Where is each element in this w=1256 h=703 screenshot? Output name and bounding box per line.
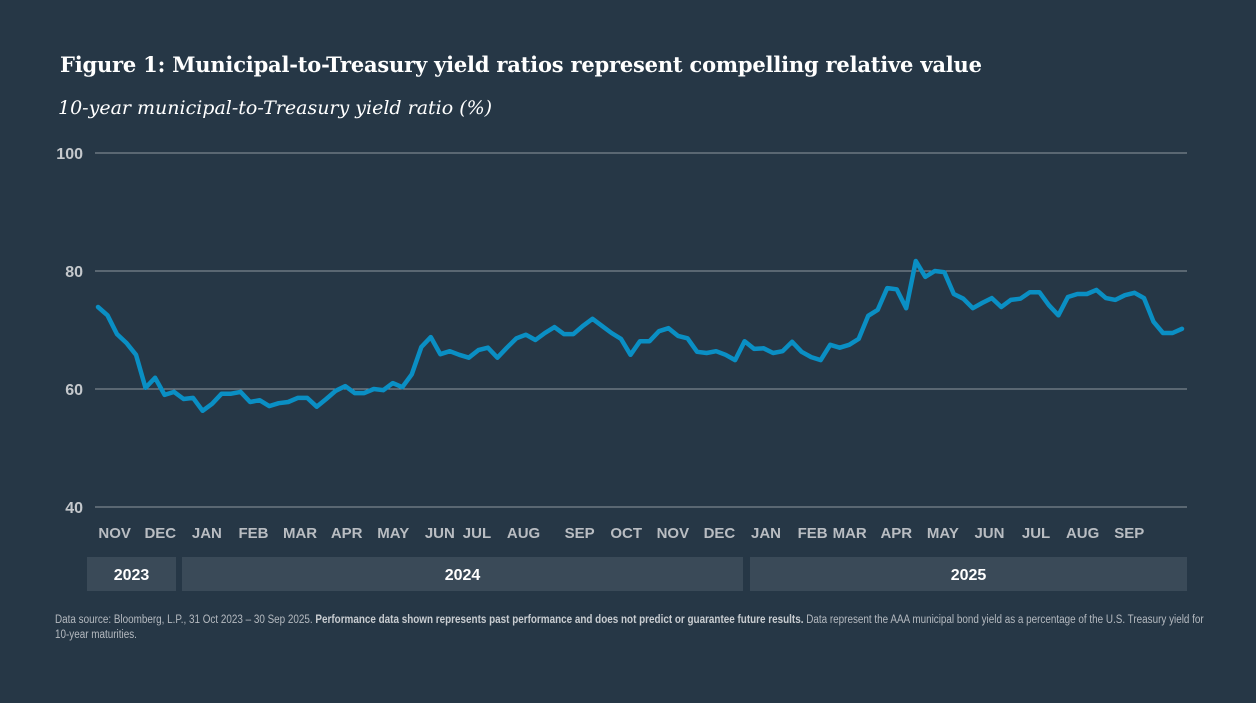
x-tick-label: NOV — [98, 525, 131, 542]
x-tick-label: APR — [880, 525, 912, 542]
year-label: 2023 — [114, 567, 150, 584]
x-tick-label: FEB — [238, 525, 268, 542]
footnote-disclaimer: Performance data shown represents past p… — [315, 614, 804, 626]
x-tick-label: JUN — [425, 525, 455, 542]
x-tick-label: NOV — [657, 525, 690, 542]
x-tick-label: SEP — [1114, 525, 1144, 542]
x-tick-label: JUN — [974, 525, 1004, 542]
x-tick-label: JAN — [751, 525, 781, 542]
y-tick-label: 100 — [56, 146, 83, 163]
series-group — [95, 258, 1185, 414]
gridlines — [95, 152, 1187, 508]
chart-subtitle: 10-year municipal-to-Treasury yield rati… — [58, 97, 493, 119]
x-axis-year-bands: 2023 2024 2025 — [87, 557, 1187, 591]
footnote: Data source: Bloomberg, L.P., 31 Oct 202… — [55, 613, 1207, 643]
y-axis-ticks: 40 60 80 100 — [56, 146, 83, 517]
x-tick-label: MAY — [927, 525, 959, 542]
x-tick-label: OCT — [610, 525, 642, 542]
year-band-2023 — [87, 557, 176, 591]
x-tick-label: DEC — [144, 525, 176, 542]
year-band-2025 — [750, 557, 1187, 591]
footnote-source: Data source: Bloomberg, L.P., 31 Oct 202… — [55, 614, 313, 626]
year-label: 2025 — [951, 567, 987, 584]
x-tick-label: SEP — [565, 525, 595, 542]
year-band-2024 — [182, 557, 743, 591]
x-tick-label: JUL — [463, 525, 491, 542]
x-tick-label: MAR — [283, 525, 317, 542]
x-tick-label: APR — [331, 525, 363, 542]
x-tick-label: AUG — [507, 525, 540, 542]
footnote-description: Data represent the AAA municipal bond yi… — [55, 614, 1204, 641]
series-line — [95, 258, 1185, 414]
x-tick-label: DEC — [704, 525, 736, 542]
x-axis-month-labels: NOV DEC JAN FEB MAR APR MAY JUN JUL AUG SEP OCT NOV D… — [98, 525, 1144, 542]
x-tick-label: MAY — [377, 525, 409, 542]
x-tick-label: JAN — [192, 525, 222, 542]
year-label: 2024 — [445, 567, 481, 584]
x-tick-label: MAR — [833, 525, 867, 542]
x-tick-label: JUL — [1022, 525, 1050, 542]
y-tick-label: 60 — [65, 382, 83, 399]
x-tick-label: FEB — [798, 525, 828, 542]
y-tick-label: 80 — [65, 264, 83, 281]
x-tick-label: AUG — [1066, 525, 1099, 542]
y-tick-label: 40 — [65, 500, 83, 517]
chart-title: Figure 1: Municipal-to-Treasury yield ra… — [60, 52, 982, 77]
